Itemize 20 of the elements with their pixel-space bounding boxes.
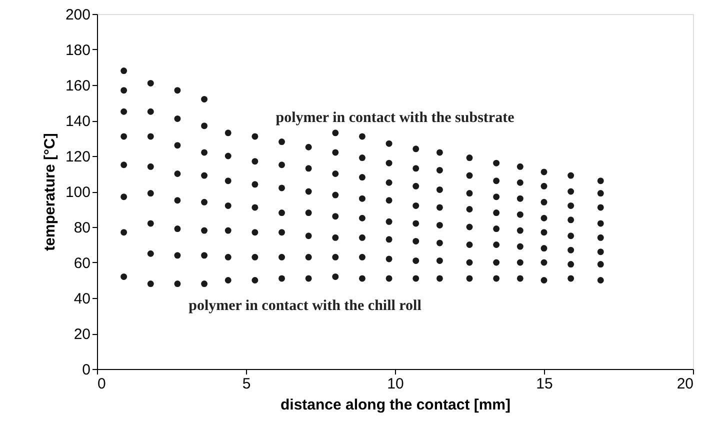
y-tick-label: 100 — [65, 184, 90, 201]
y-tick-label: 60 — [74, 255, 90, 272]
y-tick-label: 0 — [82, 362, 90, 378]
x-tick-label: 0 — [98, 376, 106, 392]
y-tick-label: 160 — [65, 78, 90, 94]
x-tick-label: 15 — [536, 376, 553, 392]
x-tick-label: 10 — [387, 376, 404, 392]
y-tick-label: 20 — [74, 326, 90, 343]
y-tick-label: 140 — [65, 113, 90, 130]
x-tick-label: 5 — [242, 376, 251, 392]
x-tick-label: 20 — [676, 376, 694, 392]
y-tick-label: 80 — [74, 220, 90, 236]
annotation: polymer in contact with the chill roll — [188, 298, 422, 314]
y-tick-label: 200 — [65, 6, 90, 24]
y-tick-label: 180 — [65, 42, 90, 59]
y-axis-title: temperature [°C] — [41, 133, 58, 251]
annotation: polymer in contact with the substrate — [276, 110, 515, 126]
y-tick-label: 120 — [65, 148, 90, 166]
x-axis-title: distance along the contact [mm] — [280, 396, 511, 414]
y-tick-label: 40 — [74, 290, 90, 308]
